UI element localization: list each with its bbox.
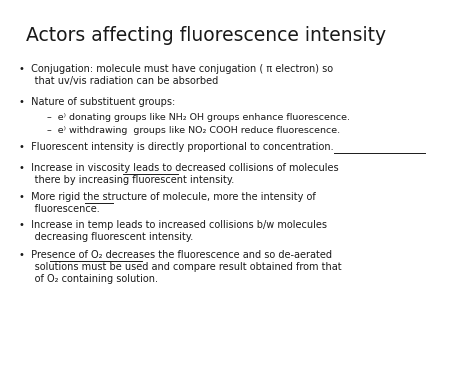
Text: •  Increase in temp leads to increased collisions b/w molecules
     decreasing : • Increase in temp leads to increased co… [19,220,327,242]
Text: •  Presence of O₂ decreases the fluorescence and so de-aerated
     solutions mu: • Presence of O₂ decreases the fluoresce… [19,250,342,284]
Text: Actors affecting fluorescence intensity: Actors affecting fluorescence intensity [26,26,386,45]
Text: •  Fluorescent intensity is directly proportional to concentration.: • Fluorescent intensity is directly prop… [19,142,334,152]
Text: •  Nature of substituent groups:: • Nature of substituent groups: [19,97,175,107]
Text: •  Increase in viscosity leads to decreased collisions of molecules
     there b: • Increase in viscosity leads to decreas… [19,163,338,185]
Text: –  e⁾ withdrawing  groups like NO₂ COOH reduce fluorescence.: – e⁾ withdrawing groups like NO₂ COOH re… [47,126,340,135]
Text: •  Conjugation: molecule must have conjugation ( π electron) so
     that uv/vis: • Conjugation: molecule must have conjug… [19,64,333,86]
Text: •  More rigid the structure of molecule, more the intensity of
     fluorescence: • More rigid the structure of molecule, … [19,192,316,214]
Text: –  e⁾ donating groups like NH₂ OH groups enhance fluorescence.: – e⁾ donating groups like NH₂ OH groups … [47,113,350,123]
